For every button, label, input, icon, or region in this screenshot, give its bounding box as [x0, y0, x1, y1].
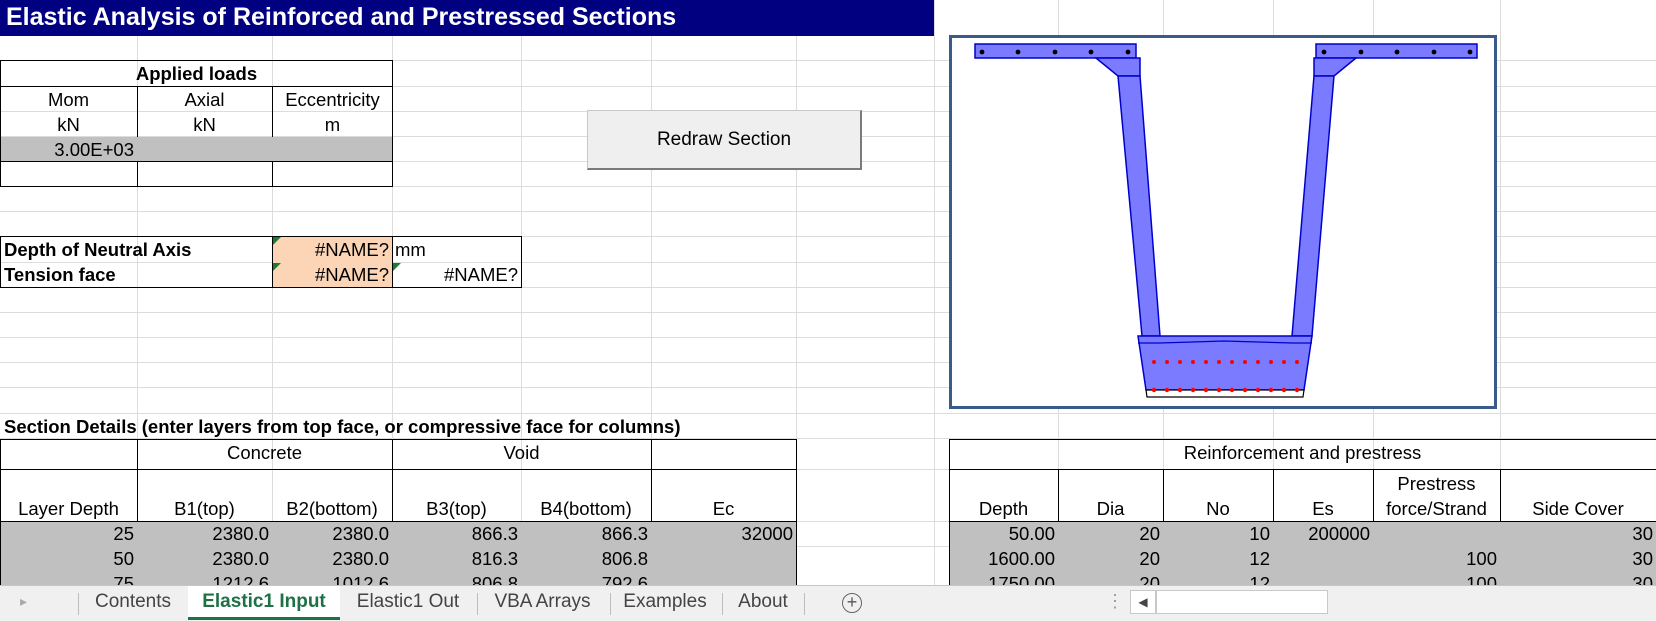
horizontal-scrollbar[interactable] [1156, 590, 1328, 614]
unit-axial: kN [193, 114, 216, 135]
cell[interactable]: 50 [113, 548, 134, 569]
top-rebar [979, 49, 1473, 55]
unit-mom: kN [57, 114, 80, 135]
reinforcement-heading: Reinforcement and prestress [1183, 442, 1422, 463]
bottom-slab [1137, 335, 1313, 391]
cell[interactable]: 25 [113, 523, 134, 544]
splitter-dots-icon[interactable]: ⋮ [1106, 591, 1124, 611]
col-ec: Ec [712, 498, 735, 519]
col-mom: Mom [47, 89, 90, 110]
cell[interactable]: 20 [1139, 523, 1160, 544]
cell[interactable]: 10 [1249, 523, 1270, 544]
cell[interactable]: 2380.0 [212, 523, 269, 544]
col-eccentricity: Eccentricity [285, 89, 380, 110]
tension-face-value-2: #NAME? [443, 264, 518, 285]
redraw-section-button[interactable]: Redraw Section [587, 110, 862, 170]
cell[interactable]: 806.8 [471, 573, 518, 585]
title-bar: Elastic Analysis of Reinforced and Prest… [0, 0, 934, 36]
col-prestress-line2: force/Strand [1386, 498, 1487, 519]
tension-face-label: Tension face [4, 264, 116, 285]
left-haunch [1093, 57, 1141, 77]
cell[interactable]: 30 [1632, 548, 1653, 569]
col-side-cover: Side Cover [1532, 498, 1624, 519]
tab-elastic1-out[interactable]: Elastic1 Out [356, 591, 460, 612]
col-dia: Dia [1096, 498, 1125, 519]
neutral-axis-value: #NAME? [314, 239, 389, 260]
input-eccentricity[interactable] [272, 137, 393, 161]
tension-face-value: #NAME? [314, 264, 389, 285]
cell[interactable]: 20 [1139, 573, 1160, 585]
cell[interactable]: 30 [1632, 573, 1653, 585]
unit-eccentricity: m [324, 114, 341, 135]
add-sheet-icon[interactable]: + [842, 593, 862, 613]
col-prestress-line1: Prestress [1397, 473, 1476, 494]
col-b3: B3(top) [426, 498, 487, 519]
cell[interactable]: 75 [113, 573, 134, 585]
cell[interactable]: 30 [1632, 523, 1653, 544]
void-top-line [1138, 340, 1312, 344]
input-axial[interactable] [137, 137, 272, 161]
cell[interactable]: 1600.00 [988, 548, 1055, 569]
section-drawing-svg [974, 43, 1478, 398]
cell[interactable]: 32000 [741, 523, 793, 544]
cell[interactable]: 12 [1249, 548, 1270, 569]
scroll-left-icon[interactable]: ◀ [1130, 590, 1156, 614]
cell[interactable]: 200000 [1308, 523, 1370, 544]
tab-scroll-left-icon[interactable]: ▸ [20, 593, 28, 609]
sheet-tab-bar: ▸ Contents Elastic1 Input Elastic1 Out V… [0, 585, 1656, 621]
cell[interactable]: 2380.0 [212, 548, 269, 569]
tab-about[interactable]: About [738, 591, 788, 612]
col-b4: B4(bottom) [540, 498, 632, 519]
cell[interactable]: 866.3 [601, 523, 648, 544]
cell[interactable]: 2380.0 [332, 523, 389, 544]
col-axial: Axial [184, 89, 225, 110]
cell[interactable]: 1012.6 [332, 573, 389, 585]
cell[interactable]: 792.6 [601, 573, 648, 585]
cell[interactable]: 1750.00 [988, 573, 1055, 585]
applied-loads-header: Applied loads [135, 63, 258, 84]
cell[interactable]: 866.3 [471, 523, 518, 544]
cell[interactable]: 2380.0 [332, 548, 389, 569]
cell[interactable]: 50.00 [1008, 523, 1055, 544]
col-layer-depth: Layer Depth [18, 498, 119, 519]
cell[interactable]: 1212.6 [212, 573, 269, 585]
prestress-strands [1151, 360, 1300, 393]
group-void: Void [503, 442, 540, 463]
neutral-axis-label: Depth of Neutral Axis [4, 239, 192, 260]
cell[interactable]: 816.3 [471, 548, 518, 569]
cell[interactable]: 12 [1249, 573, 1270, 585]
right-haunch [1313, 57, 1359, 77]
cell[interactable]: 20 [1139, 548, 1160, 569]
soffit-edge [1145, 389, 1305, 398]
col-depth: Depth [978, 498, 1029, 519]
col-b1: B1(top) [174, 498, 235, 519]
col-es: Es [1312, 498, 1334, 519]
tab-vba-arrays[interactable]: VBA Arrays [494, 591, 591, 612]
input-moment[interactable]: 3.00E+03 [54, 139, 134, 160]
section-details-heading: Section Details (enter layers from top f… [4, 416, 681, 437]
cell[interactable] [1273, 571, 1373, 585]
col-b2: B2(bottom) [286, 498, 378, 519]
tab-elastic1-input[interactable]: Elastic1 Input [188, 586, 340, 620]
sheet-title: Elastic Analysis of Reinforced and Prest… [6, 3, 677, 31]
group-concrete: Concrete [226, 442, 303, 463]
cell[interactable] [651, 571, 796, 585]
cell[interactable]: 100 [1466, 573, 1497, 585]
section-drawing [949, 35, 1497, 409]
left-web [1117, 75, 1161, 337]
cell[interactable]: 806.8 [601, 548, 648, 569]
cell[interactable]: 100 [1466, 548, 1497, 569]
neutral-axis-unit: mm [395, 239, 426, 260]
tab-contents[interactable]: Contents [94, 591, 172, 612]
col-no: No [1206, 498, 1230, 519]
tab-examples[interactable]: Examples [623, 591, 707, 612]
right-web [1291, 75, 1335, 337]
